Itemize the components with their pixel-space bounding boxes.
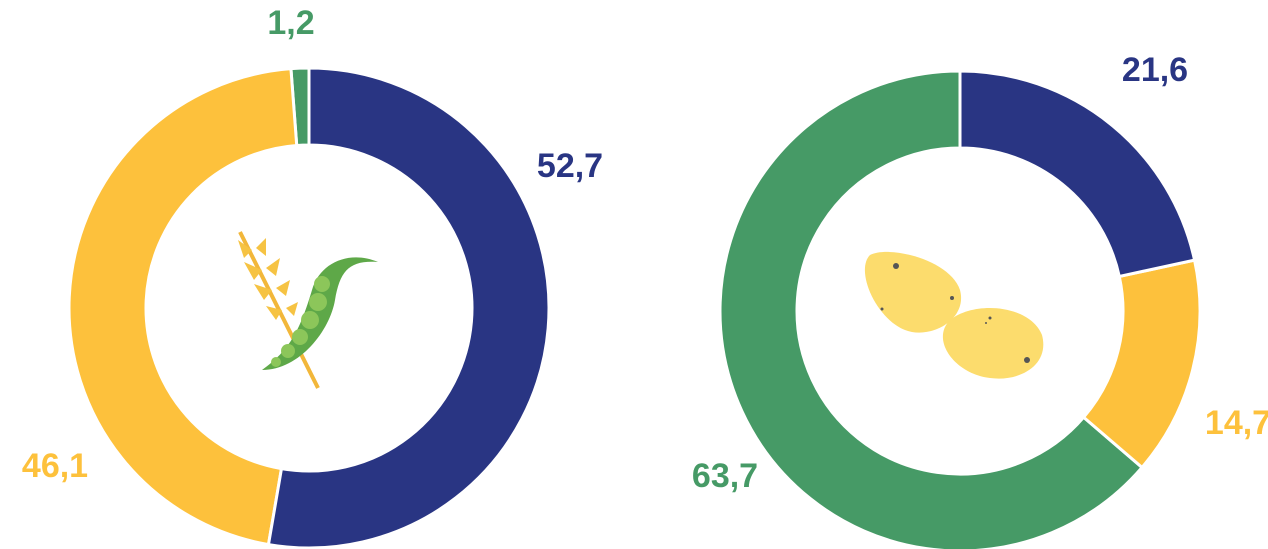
slice [718,69,1145,549]
potato-icon [864,251,1044,379]
value-label: 63,7 [692,457,758,495]
value-label: 46,1 [22,447,88,485]
value-label: 52,7 [537,147,603,185]
value-label: 1,2 [267,4,314,42]
value-label: 21,6 [1122,51,1188,89]
slice [1081,258,1202,470]
slice [67,67,299,547]
grain-icon [238,231,320,389]
pea-icon [262,257,378,370]
slice [266,66,551,549]
slice [958,69,1197,279]
value-label: 14,7 [1205,404,1268,442]
